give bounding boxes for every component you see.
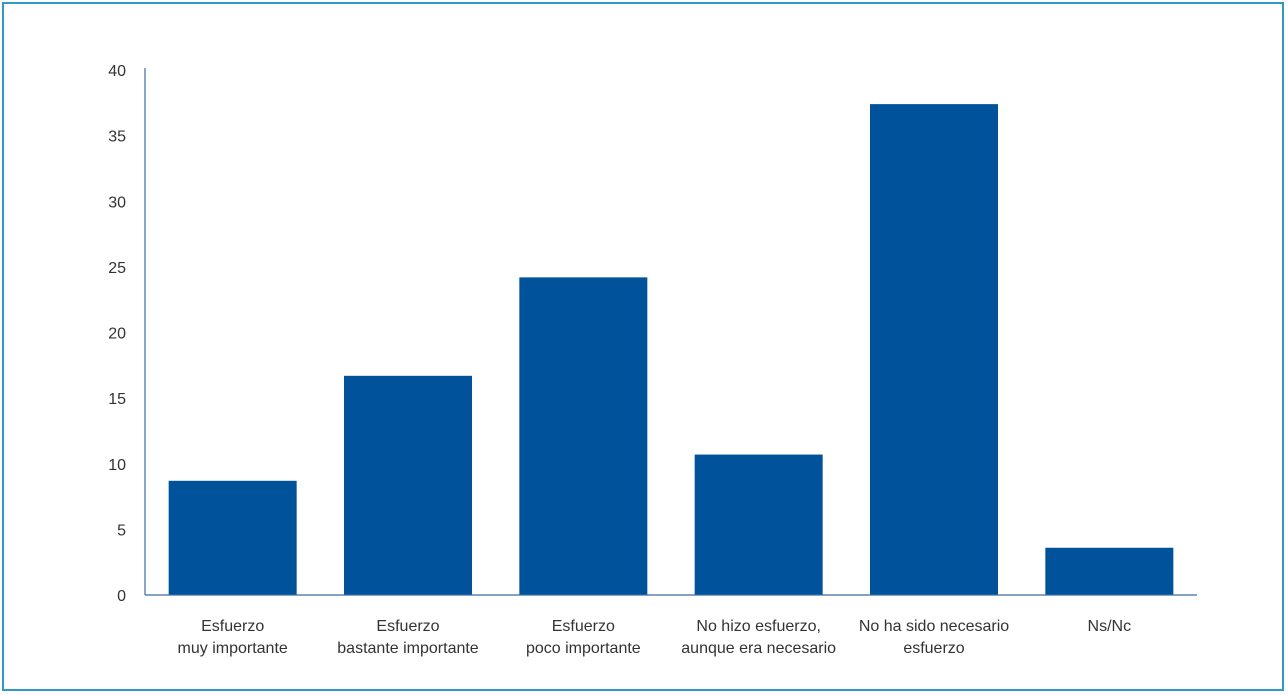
- x-category-label-line: Esfuerzo: [552, 618, 615, 635]
- y-tick-label: 35: [108, 129, 126, 146]
- x-category-label: Ns/Nc: [1088, 618, 1132, 635]
- bar: [519, 277, 648, 595]
- x-category-label: Esfuerzo bastante importante: [337, 618, 479, 657]
- x-category-label-line: Esfuerzo: [376, 618, 439, 635]
- bar: [344, 375, 472, 595]
- bar: [870, 104, 998, 595]
- y-tick-label: 30: [108, 194, 126, 211]
- y-tick-label: 5: [117, 522, 126, 539]
- y-tick-label: 0: [117, 588, 126, 605]
- y-tick-label: 10: [108, 457, 126, 474]
- x-category-label-line: bastante importante: [337, 640, 479, 657]
- bars: [168, 104, 1174, 595]
- y-axis-ticks: 0 5 10 15 20 25 30 35 40: [108, 63, 126, 605]
- bar: [1045, 547, 1174, 595]
- x-category-label: No ha sido necesario esfuerzo: [859, 618, 1009, 657]
- x-category-label-line: Ns/Nc: [1088, 618, 1132, 635]
- x-axis-labels: Esfuerzo muy importante Esfuerzo bastante i…: [178, 618, 1132, 657]
- bar: [694, 454, 823, 595]
- x-category-label-line: Esfuerzo: [201, 618, 264, 635]
- x-category-label: Esfuerzo poco importante: [526, 618, 641, 657]
- x-category-label: No hizo esfuerzo, aunque era necesario: [681, 618, 836, 657]
- x-category-label-line: No ha sido necesario: [859, 618, 1009, 635]
- x-category-label-line: aunque era necesario: [681, 640, 836, 657]
- x-category-label-line: esfuerzo: [903, 640, 964, 657]
- y-tick-label: 40: [108, 63, 126, 80]
- bar: [168, 480, 297, 595]
- y-tick-label: 20: [108, 326, 126, 343]
- x-category-label-line: No hizo esfuerzo,: [696, 618, 821, 635]
- x-category-label: Esfuerzo muy importante: [178, 618, 288, 657]
- x-category-label-line: poco importante: [526, 640, 641, 657]
- x-category-label-line: muy importante: [178, 640, 288, 657]
- y-tick-label: 15: [108, 391, 126, 408]
- y-tick-label: 25: [108, 260, 126, 277]
